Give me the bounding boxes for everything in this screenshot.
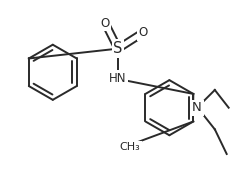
Text: O: O xyxy=(138,26,147,39)
Text: O: O xyxy=(101,17,110,30)
Text: CH₃: CH₃ xyxy=(119,142,140,152)
Text: S: S xyxy=(113,41,123,56)
Text: N: N xyxy=(192,101,202,114)
Text: HN: HN xyxy=(109,72,127,85)
